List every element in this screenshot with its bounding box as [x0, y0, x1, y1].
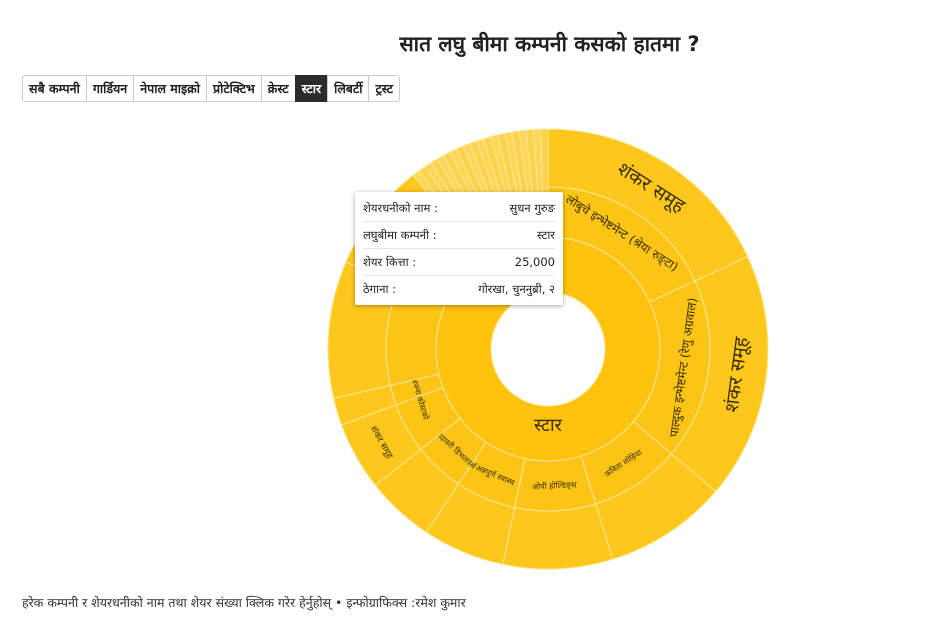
tab-trust[interactable]: ट्रस्ट	[368, 75, 400, 102]
tab-liberty[interactable]: लिबर्टी	[327, 75, 370, 102]
tooltip-label: शेयर कित्ता :	[363, 255, 417, 269]
tooltip-value: सुधन गुरुङ	[509, 201, 555, 215]
footer-note: हरेक कम्पनी र शेयरधनीको नाम तथा शेयर संख…	[22, 595, 466, 610]
shareholder-tooltip: शेयरधनीको नाम : सुधन गुरुङ लघुबीमा कम्पन…	[355, 192, 563, 305]
group-arc[interactable]	[502, 503, 614, 570]
tooltip-value: गोरखा, चुननुब्री, २	[478, 282, 555, 296]
tooltip-label: लघुबीमा कम्पनी :	[363, 228, 437, 242]
tooltip-row-shares: शेयर कित्ता : 25,000	[363, 249, 555, 276]
tooltip-value: 25,000	[514, 255, 555, 269]
tab-all-companies[interactable]: सबै कम्पनी	[22, 75, 87, 102]
page-title: सात लघु बीमा कम्पनी कसको हातमा ?	[399, 32, 700, 56]
tooltip-row-company: लघुबीमा कम्पनी : स्टार	[363, 222, 555, 249]
company-tabs: सबै कम्पनी गार्डियन नेपाल माइक्रो प्रोटे…	[22, 75, 400, 102]
tooltip-label: शेयरधनीको नाम :	[363, 201, 438, 215]
root-label: स्टार	[534, 415, 563, 436]
tooltip-row-name: शेयरधनीको नाम : सुधन गुरुङ	[363, 195, 555, 222]
shareholder-label: ओपी होल्डिङ्स	[532, 479, 578, 492]
tab-nepal-micro[interactable]: नेपाल माइक्रो	[133, 75, 207, 102]
tooltip-row-address: ठेगाना : गोरखा, चुननुब्री, २	[363, 276, 555, 302]
tooltip-value: स्टार	[537, 228, 555, 242]
tooltip-label: ठेगाना :	[363, 282, 397, 296]
